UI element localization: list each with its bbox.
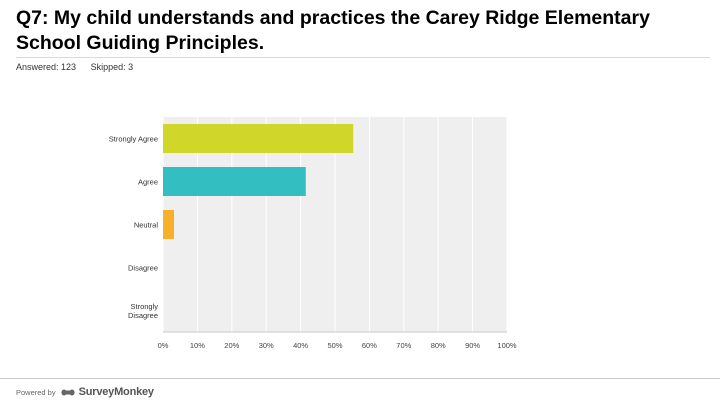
- x-tick-label: 80%: [431, 341, 446, 350]
- x-tick-label: 10%: [190, 341, 205, 350]
- footer-divider: [0, 378, 720, 379]
- powered-by-label: Powered by: [16, 387, 56, 397]
- x-tick-label: 70%: [396, 341, 411, 350]
- title-divider: [16, 57, 710, 58]
- bar-agree: [163, 167, 306, 196]
- y-category-label: Strongly Disagree: [128, 302, 158, 320]
- x-tick-label: 20%: [224, 341, 239, 350]
- surveymonkey-brand: SurveyMonkey: [78, 386, 154, 398]
- bar-strongly-agree: [163, 124, 354, 153]
- x-tick-label: 50%: [327, 341, 342, 350]
- x-tick-label: 40%: [293, 341, 308, 350]
- x-tick-label: 30%: [259, 341, 274, 350]
- answered-count: Answered: 123: [16, 62, 77, 72]
- y-category-label: Strongly Agree: [109, 135, 158, 144]
- y-category-label: Disagree: [128, 264, 158, 273]
- x-tick-label: 100%: [497, 341, 517, 350]
- y-category-label: Agree: [138, 178, 158, 187]
- x-tick-label: 90%: [465, 341, 480, 350]
- response-stats: Answered: 123 Skipped: 3: [16, 62, 145, 72]
- y-category-label: Neutral: [134, 221, 159, 230]
- footer: Powered by SurveyMonkey: [16, 383, 154, 401]
- x-tick-label: 0%: [158, 341, 169, 350]
- surveymonkey-logo-icon: [61, 389, 75, 395]
- skipped-count: Skipped: 3: [90, 62, 134, 72]
- bar-neutral: [163, 210, 175, 239]
- x-tick-label: 60%: [362, 341, 377, 350]
- question-title: Q7: My child understands and practices t…: [16, 7, 650, 54]
